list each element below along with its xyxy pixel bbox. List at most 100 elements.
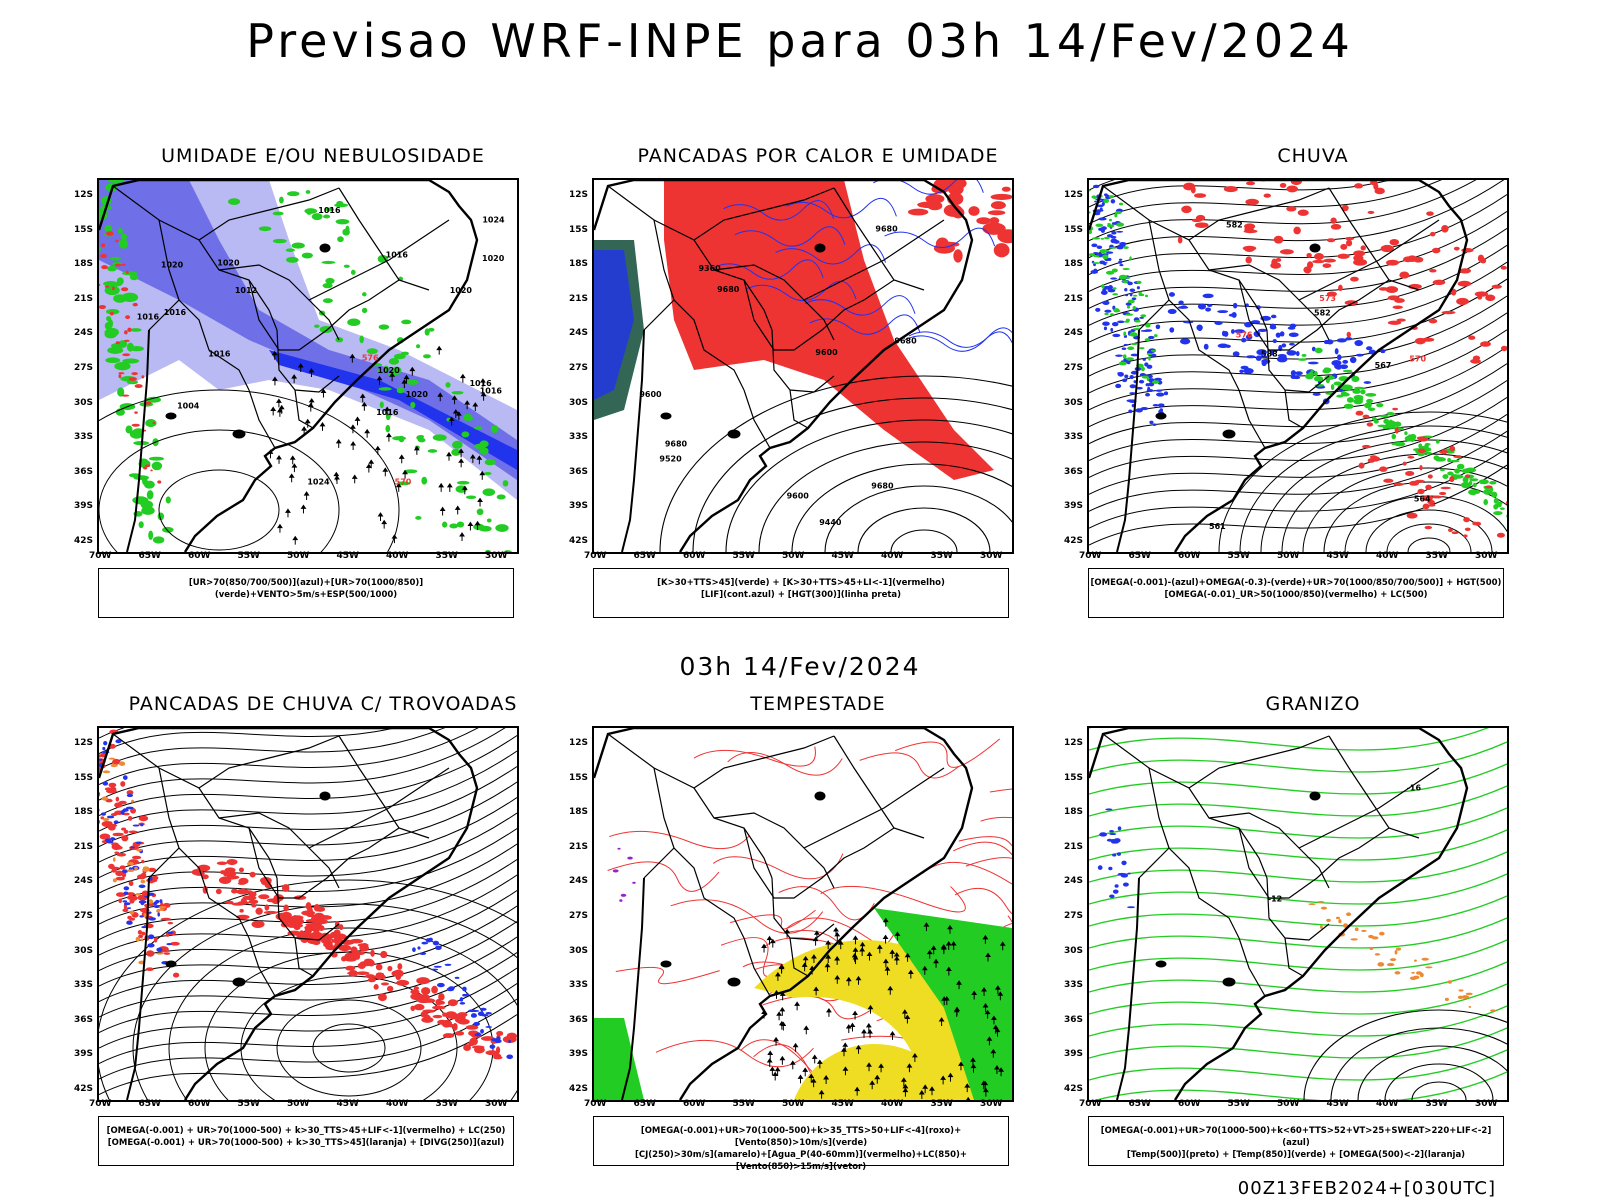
contour-label: 570 [395,478,412,487]
lat-tick-label: 42S [569,1084,589,1094]
lat-tick-label: 18S [1064,259,1084,270]
lat-tick-label: 21S [1064,293,1084,304]
map-plot [594,728,1012,1100]
lat-tick-label: 27S [1064,363,1084,373]
lon-tick-label: 40W [881,551,904,561]
lat-tick-label: 18S [74,259,94,270]
contour-label: 1020 [161,260,184,269]
lon-tick-label: 40W [1376,1099,1399,1109]
legend-box: [UR>70(850/700/500)](azul)+[UR>70(1000/8… [98,568,514,618]
lat-tick-label: 33S [569,432,589,443]
lon-tick-label: 50W [782,1099,805,1109]
legend-line: [OMEGA(-0.001) + UR>70(1000-500) + k>30_… [106,1126,506,1136]
lat-tick-label: 36S [74,1014,94,1025]
lat-tick-label: 15S [569,224,589,235]
lif-contours [712,180,1012,352]
lat-tick-label: 27S [74,911,94,921]
coastline-borders [99,180,479,552]
red-dashed-contours [99,231,162,484]
lat-tick-label: 18S [74,807,94,818]
lat-tick-label: 12S [1064,190,1084,200]
lat-tick-label: 24S [1064,328,1084,339]
contour-label: 1012 [235,286,257,295]
panel-title: CHUVA [1277,145,1349,167]
contour-label: 9520 [659,454,682,463]
lat-tick-label: 18S [1064,807,1084,818]
lon-tick-label: 65W [138,1099,161,1109]
legend-line: [OMEGA(-0.001)+UR>70(1000-500)+k>35_TTS>… [640,1126,962,1148]
lat-tick-label: 30S [569,397,589,408]
red-omega-ur [1355,407,1507,538]
lon-tick-label: 60W [683,551,706,561]
panel-tempestade: TEMPESTADE 12S 15S 18S 21S 24S 27S 30S 33S 36S 39S… [569,688,1063,1178]
contour-label: 564 [1414,495,1431,504]
lon-tick-label: 50W [1277,1099,1300,1109]
lon-tick-label: 55W [237,1099,260,1109]
lat-tick-label: 36S [1064,466,1084,477]
lon-tick-label: 45W [1326,1099,1349,1109]
map-frame: 582 582 576 573 570 567 564 561 588 [1087,178,1509,554]
lon-tick-label: 55W [237,551,260,561]
legend-line: [K>30+TTS>45](verde) + [K>30+TTS>45+LI<-… [657,578,945,588]
lat-tick-label: 42S [1064,536,1084,546]
coastline-borders [99,728,479,1100]
lon-tick-label: 35W [435,551,458,561]
lon-tick-label: 55W [1227,1099,1250,1109]
map-frame [97,726,519,1102]
lon-tick-label: 50W [782,551,805,561]
lat-tick-label: 42S [74,536,94,546]
lon-tick-label: 50W [287,1099,310,1109]
lat-tick-label: 39S [1064,1049,1084,1060]
contour-label: 1016 [480,387,503,396]
lat-tick-label: 24S [74,876,94,887]
lat-tick-label: 27S [1064,911,1084,921]
contour-label: 1016 [137,312,160,321]
contour-label: 9600 [639,390,662,399]
subtitle-time: 03h 14/Fev/2024 [679,652,921,681]
panel-title: TEMPESTADE [750,693,886,715]
coastline-borders [594,180,974,552]
lat-tick-label: 42S [569,536,589,546]
temp500-contours [1303,1009,1507,1100]
lat-tick-label: 33S [1064,980,1084,991]
contour-label: 561 [1209,522,1226,531]
contour-label: 576 [1236,330,1253,339]
contour-label: 9600 [815,348,838,357]
contour-label: 1024 [482,215,505,224]
panel-title: GRANIZO [1265,693,1361,715]
blue-omega [1144,292,1386,405]
lon-tick-label: 65W [633,551,656,561]
lat-tick-label: 33S [74,432,94,443]
contour-label: 9360 [698,264,721,273]
lon-tick-label: 70W [1079,551,1102,561]
lat-tick-label: 33S [569,980,589,991]
red-storms [191,858,329,943]
lon-tick-label: 30W [980,551,1003,561]
coastline-borders [594,728,974,1100]
lon-tick-label: 70W [89,551,112,561]
lon-tick-label: 45W [336,551,359,561]
lon-tick-label: 35W [435,1099,458,1109]
contour-label: 1020 [406,390,429,399]
lat-tick-label: 21S [1064,841,1084,852]
lon-tick-label: 35W [930,1099,953,1109]
contour-label: 1016 [208,349,231,358]
contour-label: 1016 [469,379,492,388]
lat-tick-label: 30S [74,397,94,408]
green-humidity [99,180,174,544]
lat-tick-label: 15S [1064,224,1084,235]
lon-tick-label: 65W [1128,1099,1151,1109]
lon-tick-label: 50W [287,551,310,561]
legend-line: [CJ(250)>30m/s](amarelo)+[Agua_P(40-60mm… [634,1150,968,1172]
lat-tick-label: 39S [1064,501,1084,512]
contour-label: 1020 [378,366,401,375]
blue-divergence [99,739,174,965]
lat-tick-label: 33S [74,980,94,991]
panel-umidade: UMIDADE E/OU NEBULOSIDADE 1016 1016 1016 101… [74,140,568,630]
lat-tick-label: 24S [569,876,589,887]
lon-tick-label: 70W [1079,1099,1102,1109]
lon-tick-label: 60W [683,1099,706,1109]
lat-tick-label: 27S [569,363,589,373]
lat-tick-label: 21S [569,841,589,852]
lat-tick-label: 15S [74,772,94,783]
